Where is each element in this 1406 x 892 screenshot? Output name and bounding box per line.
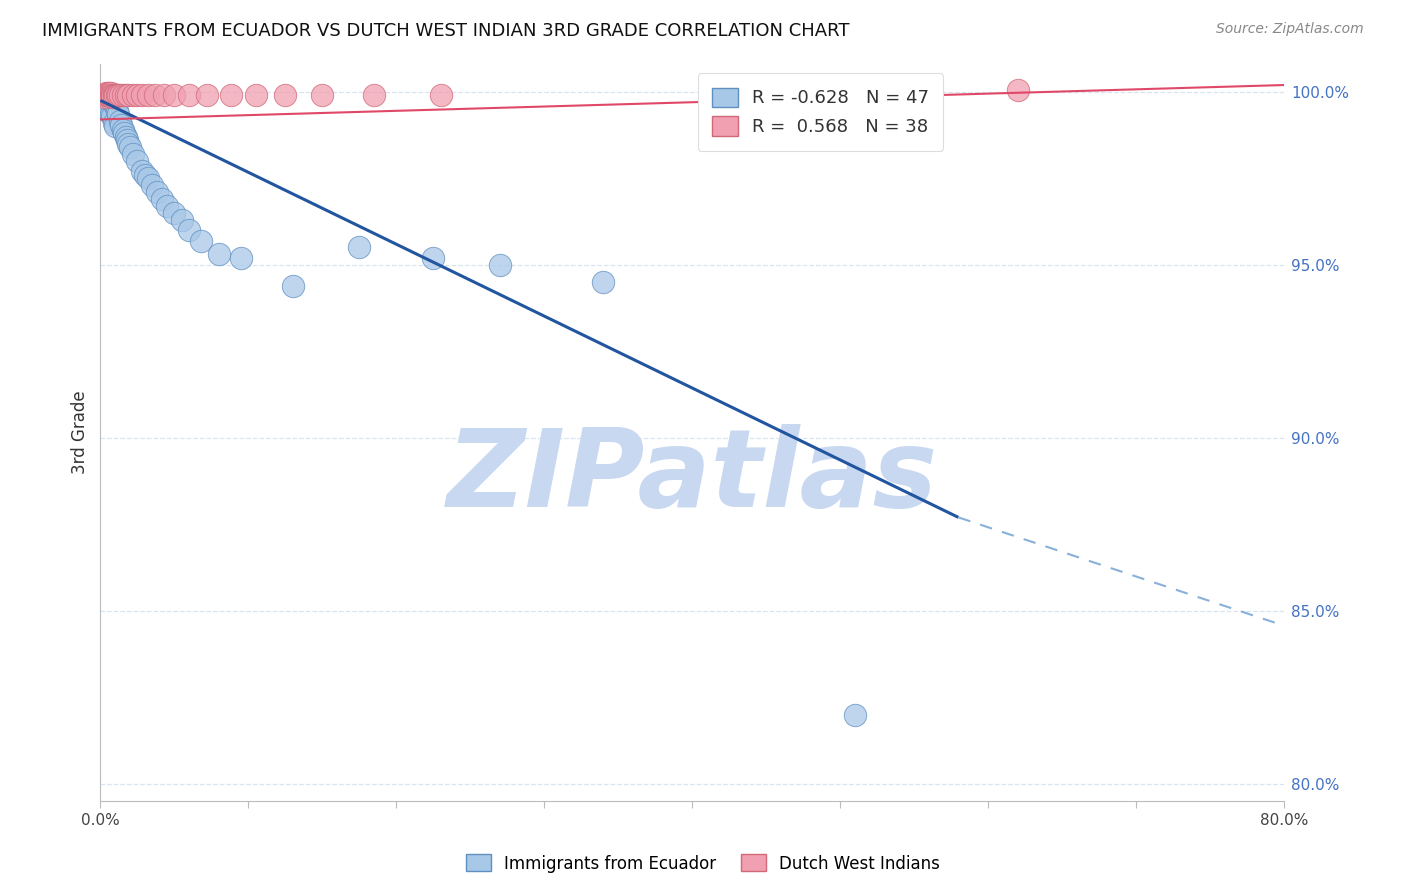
Point [104, 96, 127, 111]
Point [94, 90, 117, 104]
Point [100, 94, 122, 108]
Point [94, 88, 117, 103]
Point [488, 258, 510, 272]
Point [1007, 83, 1029, 97]
Point [97, 103, 120, 118]
Point [115, 133, 138, 147]
Point [103, 96, 125, 111]
Point [136, 171, 159, 186]
Text: ZIPatlas: ZIPatlas [447, 424, 938, 530]
Point [96, 92, 118, 106]
Point [117, 136, 139, 151]
Point [118, 140, 141, 154]
Point [97, 88, 120, 103]
Point [592, 275, 614, 289]
Point [100, 88, 122, 103]
Point [163, 88, 186, 103]
Point [136, 88, 159, 103]
Point [91, 94, 114, 108]
Point [105, 88, 128, 103]
Point [101, 88, 124, 103]
Point [104, 88, 127, 103]
Point [141, 178, 163, 193]
Point [111, 123, 134, 137]
Point [153, 88, 176, 103]
Legend: R = -0.628   N = 47, R =  0.568   N = 38: R = -0.628 N = 47, R = 0.568 N = 38 [697, 73, 943, 151]
Point [117, 88, 139, 103]
Legend: Immigrants from Ecuador, Dutch West Indians: Immigrants from Ecuador, Dutch West Indi… [458, 847, 948, 880]
Point [103, 90, 125, 104]
Point [98, 88, 121, 103]
Point [112, 126, 135, 140]
Point [114, 88, 136, 103]
Text: IMMIGRANTS FROM ECUADOR VS DUTCH WEST INDIAN 3RD GRADE CORRELATION CHART: IMMIGRANTS FROM ECUADOR VS DUTCH WEST IN… [42, 22, 849, 40]
Point [143, 88, 166, 103]
Point [101, 109, 124, 123]
Point [107, 88, 129, 103]
Point [363, 88, 385, 103]
Point [163, 206, 186, 220]
Point [195, 88, 218, 103]
Point [145, 185, 167, 199]
Point [429, 88, 451, 103]
Point [122, 88, 145, 103]
Point [103, 116, 125, 130]
Text: Source: ZipAtlas.com: Source: ZipAtlas.com [1216, 22, 1364, 37]
Point [311, 88, 333, 103]
Point [422, 251, 444, 265]
Point [100, 107, 122, 121]
Point [111, 88, 134, 103]
Point [131, 164, 153, 178]
Point [103, 88, 125, 103]
Point [96, 96, 118, 111]
Point [108, 88, 131, 103]
Point [101, 95, 124, 109]
Point [170, 212, 193, 227]
Point [179, 223, 201, 237]
Point [105, 103, 128, 118]
Point [98, 95, 121, 109]
Point [208, 247, 231, 261]
Point [101, 90, 124, 104]
Point [98, 103, 121, 118]
Point [96, 87, 118, 101]
Point [219, 88, 242, 103]
Point [844, 707, 866, 722]
Point [245, 88, 267, 103]
Point [152, 192, 174, 206]
Point [97, 87, 120, 101]
Point [131, 88, 153, 103]
Point [96, 88, 118, 103]
Point [122, 147, 145, 161]
Point [281, 278, 304, 293]
Point [91, 88, 114, 103]
Point [110, 118, 132, 132]
Point [349, 240, 371, 254]
Y-axis label: 3rd Grade: 3rd Grade [72, 391, 89, 475]
Point [127, 88, 149, 103]
Point [97, 92, 120, 106]
Point [107, 107, 129, 121]
Point [134, 168, 156, 182]
Point [274, 88, 297, 103]
Point [98, 87, 121, 101]
Point [156, 199, 179, 213]
Point [94, 94, 117, 108]
Point [229, 251, 252, 265]
Point [127, 153, 149, 168]
Point [108, 114, 131, 128]
Point [179, 88, 201, 103]
Point [190, 234, 212, 248]
Point [100, 87, 122, 101]
Point [104, 120, 127, 134]
Point [114, 129, 136, 144]
